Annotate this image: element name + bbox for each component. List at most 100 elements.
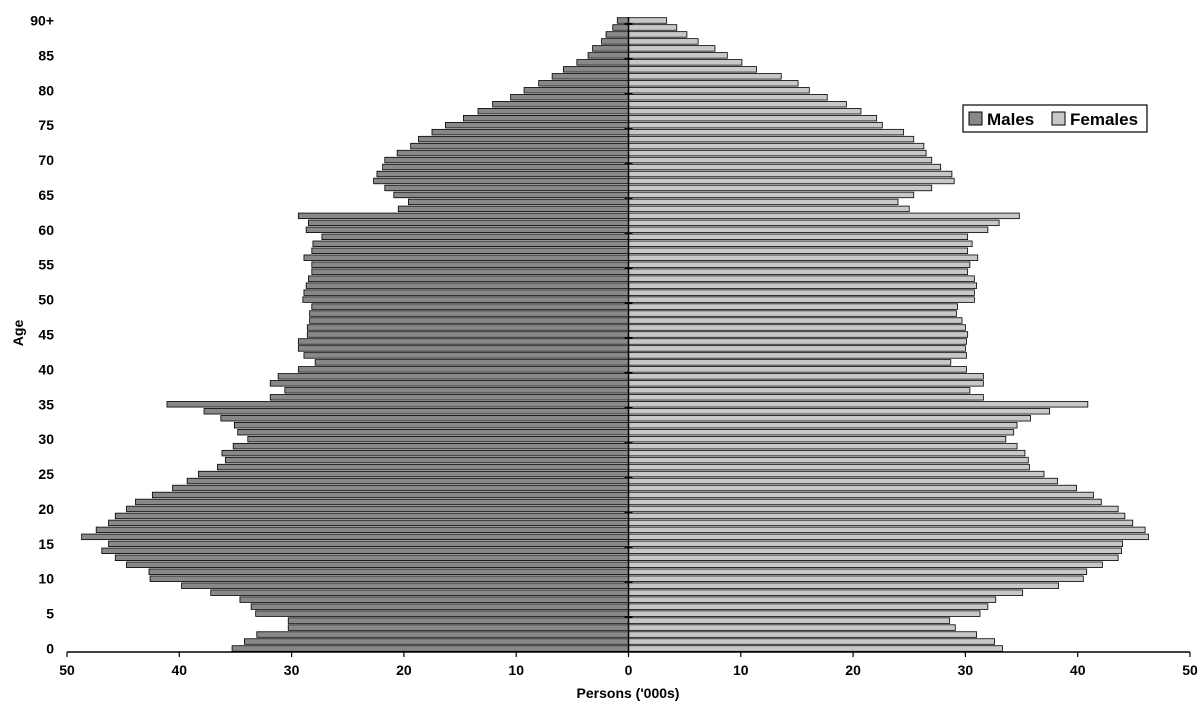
bar-male-age-52	[305, 282, 629, 289]
y-tick-label: 10	[38, 571, 54, 587]
bar-female-age-54	[628, 268, 969, 275]
bar-female-age-74	[628, 128, 905, 136]
bar-female-age-39	[628, 373, 984, 380]
y-tick-label: 85	[38, 47, 54, 63]
bar-male-age-56	[303, 254, 629, 261]
bar-female-age-50	[628, 296, 975, 303]
y-tick-label: 65	[38, 187, 54, 203]
bar-male-age-15	[108, 540, 629, 548]
bar-male-age-27	[224, 456, 629, 464]
bar-male-age-50	[302, 296, 629, 303]
y-tick-label: 90+	[30, 12, 54, 28]
legend-swatch-females	[1051, 111, 1066, 126]
bar-female-age-31	[628, 428, 1015, 436]
bar-female-age-0	[628, 645, 1003, 652]
bar-female-age-64	[628, 198, 899, 206]
bar-male-age-14	[101, 547, 629, 555]
bar-male-age-42	[303, 352, 629, 359]
bar-male-age-58	[312, 240, 629, 247]
bar-male-age-44	[297, 338, 629, 345]
bar-male-age-11	[148, 568, 629, 575]
bar-female-age-42	[628, 352, 967, 359]
bar-male-age-63	[397, 205, 629, 213]
bar-male-age-85	[587, 52, 629, 59]
x-tick-label: 0	[625, 662, 633, 678]
bar-male-age-88	[605, 31, 629, 38]
bar-male-age-18	[108, 519, 629, 527]
bar-female-age-30	[628, 435, 1007, 443]
bar-female-age-6	[628, 603, 989, 610]
bar-female-age-29	[628, 442, 1018, 450]
bar-male-age-33	[220, 415, 629, 422]
x-axis-title: Persons ('000s)	[577, 685, 680, 701]
x-tick-label: 50	[59, 662, 75, 678]
bar-male-age-37	[284, 387, 629, 394]
bar-male-age-78	[492, 101, 629, 108]
bar-female-age-10	[628, 575, 1084, 582]
bar-male-age-24	[186, 477, 629, 485]
y-tick-label: 25	[38, 466, 54, 482]
bar-male-age-0	[231, 645, 629, 652]
bar-male-age-62	[297, 212, 629, 220]
bar-female-age-67	[628, 177, 955, 185]
bar-female-age-65	[628, 191, 915, 199]
bar-male-age-8	[210, 589, 629, 596]
y-tick-label: 0	[46, 641, 54, 657]
bar-female-age-11	[628, 568, 1088, 575]
bar-male-age-45	[306, 331, 629, 338]
bar-female-age-12	[628, 561, 1103, 568]
bar-female-age-27	[628, 456, 1029, 464]
bar-female-age-55	[628, 261, 971, 268]
bar-male-age-74	[431, 128, 629, 136]
bar-female-age-88	[628, 31, 688, 38]
y-tick-label: 5	[46, 606, 54, 622]
bar-female-age-73	[628, 135, 915, 143]
bar-female-age-41	[628, 359, 952, 366]
bar-female-age-2	[628, 631, 978, 638]
bar-male-age-46	[306, 324, 629, 331]
bar-male-age-29	[232, 442, 629, 450]
bar-female-age-89	[628, 24, 678, 31]
bar-female-age-9	[628, 582, 1060, 589]
legend-swatch-males	[968, 111, 983, 126]
y-tick-label: 45	[38, 327, 54, 343]
bar-male-age-59	[321, 233, 629, 241]
bar-female-age-1	[628, 638, 996, 645]
bar-female-age-23	[628, 484, 1077, 492]
bar-male-age-7	[239, 596, 629, 603]
bar-female-age-47	[628, 317, 963, 324]
bar-male-age-47	[309, 317, 629, 324]
bar-male-age-6	[250, 603, 629, 610]
bar-male-age-20	[126, 505, 629, 513]
bar-female-age-53	[628, 275, 975, 282]
y-tick-label: 75	[38, 117, 54, 133]
bar-female-age-76	[628, 114, 878, 122]
bar-male-age-22	[151, 491, 629, 499]
bar-female-age-14	[628, 547, 1122, 555]
bar-female-age-86	[628, 45, 716, 52]
bar-female-age-80	[628, 87, 810, 94]
y-tick-label: 80	[38, 82, 54, 98]
bar-male-age-79	[510, 94, 629, 101]
y-tick-label: 15	[38, 536, 54, 552]
bar-female-age-34	[628, 408, 1051, 415]
bar-male-age-30	[247, 435, 629, 443]
bar-male-age-17	[95, 526, 629, 534]
bar-female-age-35	[628, 401, 1089, 408]
bar-male-age-32	[233, 422, 629, 429]
bar-female-age-37	[628, 387, 971, 394]
bar-female-age-40	[628, 366, 967, 373]
bar-female-age-70	[628, 156, 933, 164]
bar-female-age-16	[628, 533, 1149, 541]
bar-female-age-63	[628, 205, 910, 213]
bar-female-age-56	[628, 254, 979, 261]
bars-layer	[81, 17, 1149, 652]
bar-male-age-13	[114, 554, 629, 561]
x-tick-label: 10	[733, 662, 749, 678]
bar-female-age-13	[628, 554, 1119, 561]
bar-male-age-35	[166, 401, 629, 408]
bar-female-age-66	[628, 184, 933, 192]
bar-male-age-67	[373, 177, 629, 185]
bar-female-age-32	[628, 422, 1018, 429]
